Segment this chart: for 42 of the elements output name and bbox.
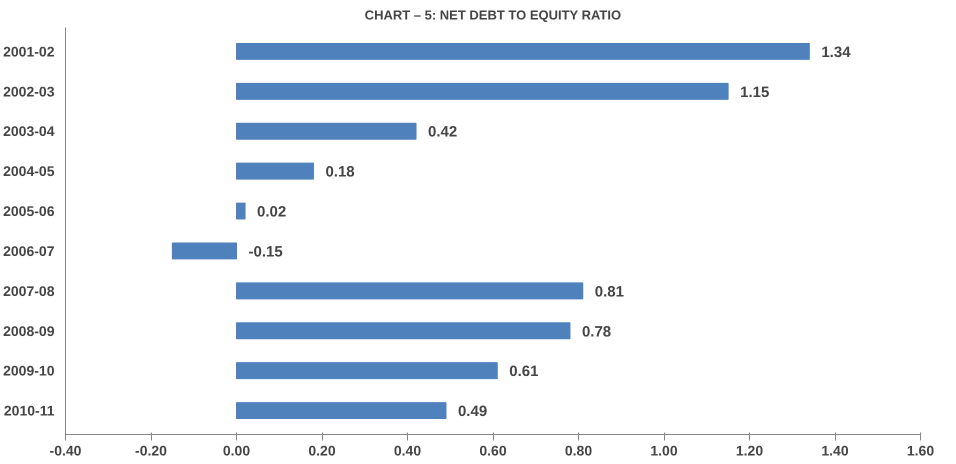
y-tick-label: 2009-10 [3, 362, 55, 379]
bar [236, 122, 417, 140]
y-tick-label: 2001-02 [3, 43, 55, 60]
x-tick-label: 1.60 [906, 442, 934, 458]
y-tick-label: 2010-11 [4, 402, 55, 419]
y-tick-label: 2005-06 [3, 203, 55, 220]
y-tick-label: 2006-07 [3, 242, 55, 259]
data-label: 0.78 [582, 323, 612, 340]
data-label: 0.61 [509, 363, 538, 380]
y-tick-label: 2004-05 [3, 163, 55, 180]
data-label: 0.42 [428, 124, 458, 141]
bar [236, 402, 446, 420]
y-tick-label: 2008-09 [3, 322, 55, 339]
data-label: -0.15 [248, 243, 283, 260]
y-tick-label: 2003-04 [3, 123, 55, 140]
data-label: 0.49 [458, 403, 488, 420]
x-tick-label: 0.20 [308, 442, 336, 458]
y-tick-label: 2007-08 [3, 282, 55, 299]
data-label: 0.02 [257, 204, 286, 221]
data-label: 0.81 [594, 283, 624, 300]
data-label: 1.34 [821, 44, 852, 61]
bar [236, 82, 729, 100]
bar [236, 362, 498, 380]
x-tick-label: 1.00 [650, 442, 678, 458]
x-tick-label: -0.20 [135, 442, 168, 458]
x-tick-label: 0.60 [479, 442, 507, 458]
y-tick-label: 2002-03 [3, 83, 55, 100]
bar [236, 202, 246, 220]
x-tick-label: 1.40 [821, 442, 849, 458]
bar [236, 322, 570, 340]
x-tick-label: -0.40 [50, 442, 82, 458]
data-label: 1.15 [740, 84, 770, 101]
bar [236, 42, 810, 60]
bar [236, 162, 314, 180]
chart-title: CHART – 5: NET DEBT TO EQUITY RATIO [364, 8, 622, 22]
x-tick-label: 0.40 [394, 442, 422, 458]
x-tick-label: 0.00 [222, 442, 250, 458]
data-label: 0.18 [325, 164, 355, 181]
bar [236, 282, 584, 300]
x-tick-label: 1.20 [736, 442, 764, 458]
x-tick-label: 0.80 [564, 442, 592, 458]
bar [172, 242, 237, 260]
